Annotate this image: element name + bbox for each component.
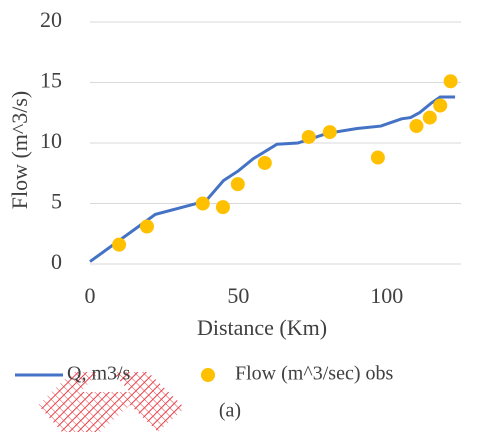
point — [422, 110, 437, 125]
point — [215, 200, 230, 215]
legend-label: Flow (m^3/sec) obs — [235, 363, 393, 385]
point — [139, 219, 154, 234]
y-tick-label: 10 — [40, 128, 62, 153]
point — [301, 129, 316, 144]
x-axis-title: Distance (Km) — [197, 315, 327, 340]
point — [230, 177, 245, 192]
point — [433, 98, 448, 113]
y-tick-label: 20 — [40, 7, 62, 32]
decoration — [38, 372, 185, 432]
y-axis-title: Flow (m^3/s) — [7, 91, 32, 210]
point — [409, 119, 424, 134]
line — [89, 95, 456, 263]
y-tick-label: 5 — [51, 189, 62, 214]
x-tick-label: 50 — [227, 283, 249, 308]
x-tick-label: 100 — [370, 283, 403, 308]
point — [322, 125, 337, 140]
caption: (a) — [219, 400, 241, 422]
point — [112, 237, 127, 252]
legend-swatch — [201, 368, 215, 382]
legend-label: Q, m3/s — [67, 363, 131, 385]
point — [370, 150, 385, 165]
y-tick-label: 0 — [51, 249, 62, 274]
point — [443, 74, 458, 89]
point — [257, 155, 272, 170]
point — [195, 196, 210, 211]
x-tick-label: 0 — [85, 283, 96, 308]
y-tick-label: 15 — [40, 68, 62, 93]
